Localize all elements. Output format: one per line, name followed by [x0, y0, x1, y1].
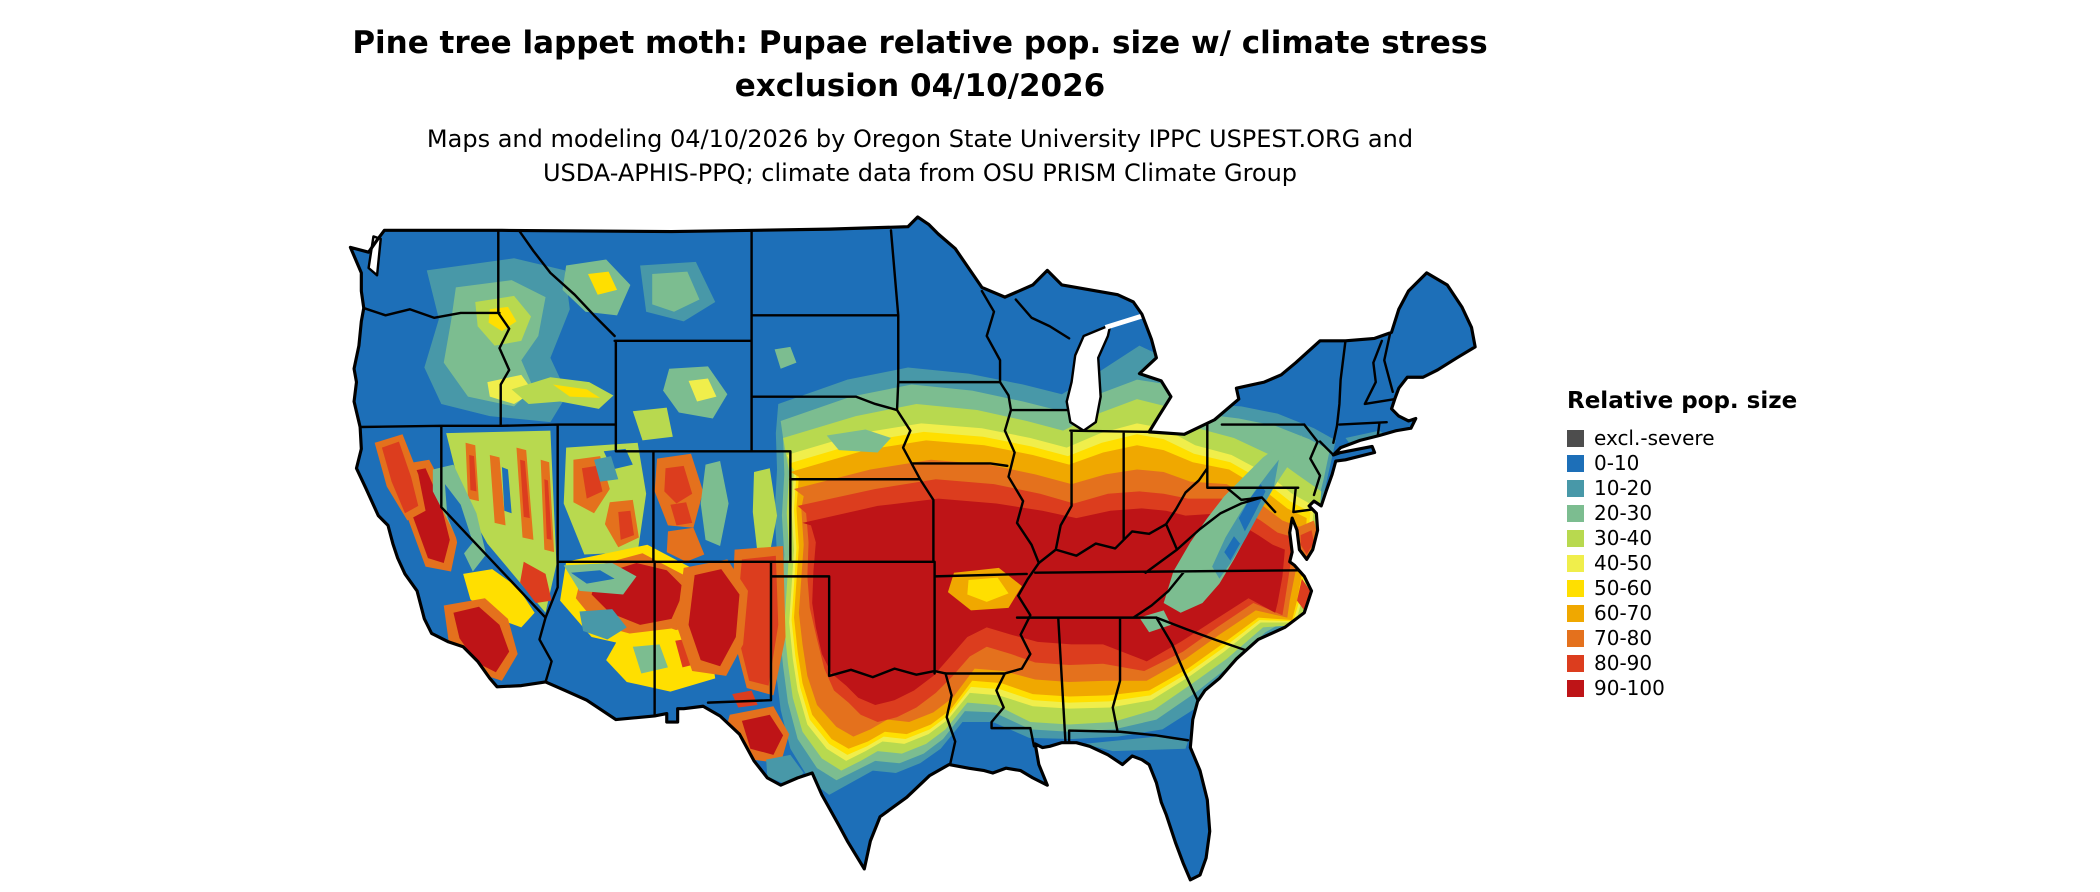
legend-swatch — [1567, 605, 1584, 622]
legend-label: 30-40 — [1594, 526, 1653, 550]
legend-item: excl.-severe — [1567, 426, 1797, 451]
legend-swatch — [1567, 555, 1584, 572]
legend-items: excl.-severe 0-10 10-20 20-30 30-40 40-50 50-6… — [1567, 426, 1797, 701]
legend-item: 40-50 — [1567, 551, 1797, 576]
great-lakes — [367, 235, 1146, 432]
legend-item: 80-90 — [1567, 651, 1797, 676]
legend-swatch — [1567, 455, 1584, 472]
map-title-line2: exclusion 04/10/2026 — [734, 68, 1106, 104]
map-subtitle: Maps and modeling 04/10/2026 by Oregon S… — [220, 122, 1620, 190]
legend-label: 10-20 — [1594, 476, 1653, 500]
state-borders-west — [358, 229, 957, 765]
legend-item: 50-60 — [1567, 576, 1797, 601]
legend-label: 80-90 — [1594, 651, 1653, 675]
us-outline — [348, 215, 1477, 882]
western-terrain-patches — [374, 258, 1390, 786]
state-borders-central — [750, 229, 1304, 748]
map-title: Pine tree lappet moth: Pupae relative po… — [220, 22, 1620, 108]
map-title-line1: Pine tree lappet moth: Pupae relative po… — [352, 25, 1488, 61]
map-subtitle-line2: USDA-APHIS-PPQ; climate data from OSU PR… — [542, 159, 1298, 187]
legend-swatch — [1567, 580, 1584, 597]
legend-swatch — [1567, 480, 1584, 497]
legend-item: 30-40 — [1567, 526, 1797, 551]
legend-label: 40-50 — [1594, 551, 1653, 575]
legend-label: 20-30 — [1594, 501, 1653, 525]
legend-swatch — [1567, 530, 1584, 547]
legend-swatch — [1567, 430, 1584, 447]
state-borders — [358, 229, 1397, 765]
legend-item: 60-70 — [1567, 601, 1797, 626]
us-map — [308, 200, 1520, 892]
lake-michigan — [1065, 323, 1112, 432]
legend-label: excl.-severe — [1594, 426, 1715, 450]
legend-swatch — [1567, 630, 1584, 647]
legend-label: 70-80 — [1594, 626, 1653, 650]
us-map-svg — [348, 215, 1477, 882]
legend-title: Relative pop. size — [1567, 388, 1798, 414]
legend-item: 70-80 — [1567, 626, 1797, 651]
legend-label: 60-70 — [1594, 601, 1653, 625]
mackinac-straits — [1104, 313, 1146, 330]
legend: Relative pop. size excl.-severe 0-10 10-20… — [1567, 388, 1797, 701]
state-borders-east — [1037, 331, 1397, 574]
map-subtitle-line1: Maps and modeling 04/10/2026 by Oregon S… — [426, 125, 1414, 153]
legend-label: 0-10 — [1594, 451, 1640, 475]
legend-swatch — [1567, 655, 1584, 672]
legend-item: 90-100 — [1567, 676, 1797, 701]
legend-swatch — [1567, 505, 1584, 522]
legend-item: 10-20 — [1567, 476, 1797, 501]
legend-item: 20-30 — [1567, 501, 1797, 526]
legend-label: 50-60 — [1594, 576, 1653, 600]
legend-swatch — [1567, 680, 1584, 697]
legend-item: 0-10 — [1567, 451, 1797, 476]
legend-label: 90-100 — [1594, 676, 1665, 700]
